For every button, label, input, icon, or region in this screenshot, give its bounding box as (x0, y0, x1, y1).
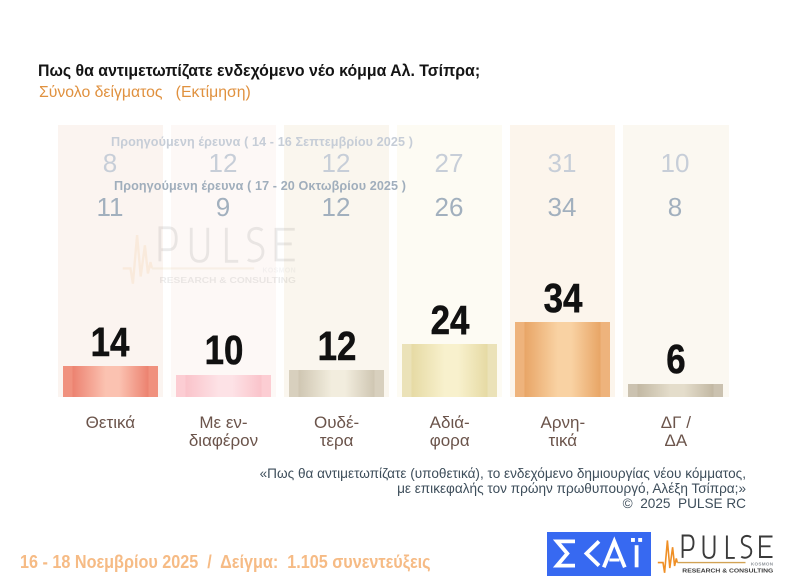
svg-text:RESEARCH & CONSULTING: RESEARCH & CONSULTING (682, 568, 773, 574)
svg-text:RESEARCH & CONSULTING: RESEARCH & CONSULTING (159, 275, 296, 284)
svg-text:KOSMON: KOSMON (262, 267, 296, 274)
svg-text:KOSMON: KOSMON (751, 561, 774, 566)
